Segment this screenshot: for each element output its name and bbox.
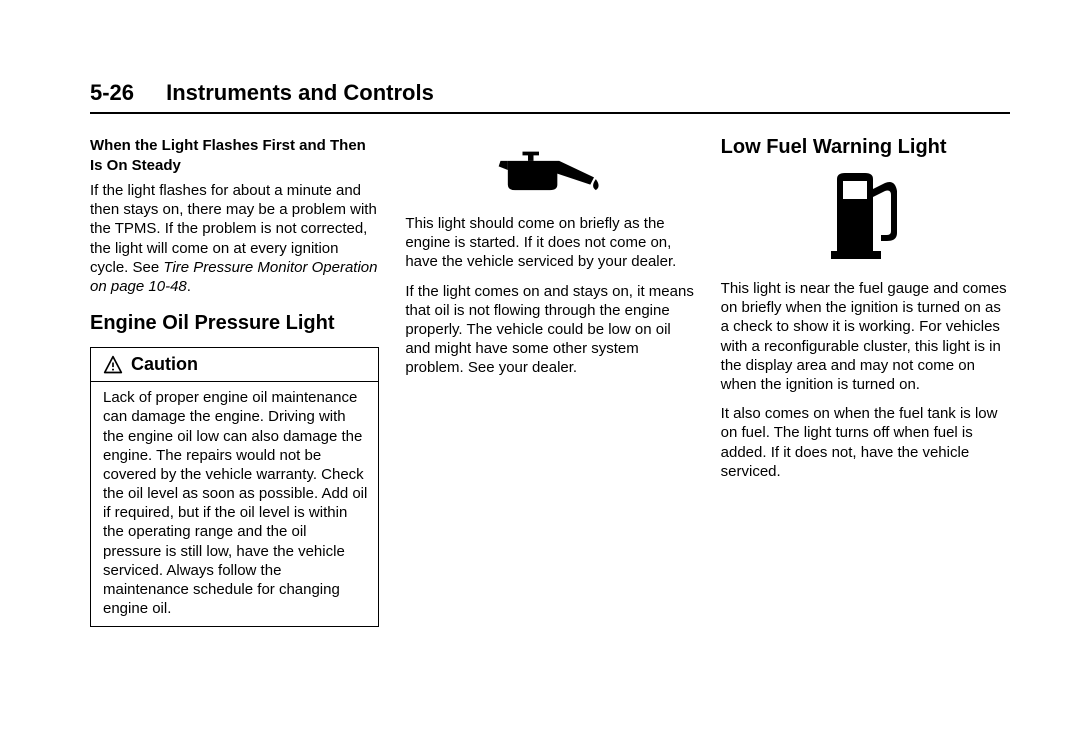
- tpms-paragraph: If the light flashes for about a minute …: [90, 181, 379, 296]
- caution-label: Caution: [131, 354, 198, 375]
- caution-body-text: Lack of proper engine oil maintenance ca…: [91, 382, 378, 626]
- low-fuel-title: Low Fuel Warning Light: [721, 136, 1010, 159]
- header-text: 5-26 Instruments and Controls: [90, 80, 1010, 106]
- oil-pressure-title: Engine Oil Pressure Light: [90, 312, 379, 335]
- page-header: 5-26 Instruments and Controls: [90, 80, 1010, 114]
- caution-box: Caution Lack of proper engine oil mainte…: [90, 347, 379, 627]
- low-fuel-p2: It also comes on when the fuel tank is l…: [721, 404, 1010, 481]
- column-2: This light should come on briefly as the…: [405, 136, 694, 627]
- low-fuel-p1: This light is near the fuel gauge and co…: [721, 279, 1010, 394]
- three-column-layout: When the Light Flashes First and Then Is…: [90, 136, 1010, 627]
- fuel-pump-icon-block: [721, 171, 1010, 261]
- fuel-pump-icon: [825, 171, 905, 261]
- oil-light-brief: This light should come on briefly as the…: [405, 214, 694, 272]
- chapter-title: Instruments and Controls: [166, 80, 434, 105]
- oil-can-icon: [495, 140, 605, 200]
- oil-light-stayson: If the light comes on and stays on, it m…: [405, 282, 694, 378]
- column-1: When the Light Flashes First and Then Is…: [90, 136, 379, 627]
- oil-can-icon-block: [405, 140, 694, 200]
- warning-triangle-icon: [103, 355, 123, 375]
- tpms-subhead: When the Light Flashes First and Then Is…: [90, 136, 379, 175]
- page-number: 5-26: [90, 80, 160, 106]
- caution-header: Caution: [91, 348, 378, 382]
- column-3: Low Fuel Warning Light This light is: [721, 136, 1010, 627]
- manual-page: 5-26 Instruments and Controls When the L…: [0, 0, 1080, 756]
- tpms-text-c: .: [187, 278, 191, 295]
